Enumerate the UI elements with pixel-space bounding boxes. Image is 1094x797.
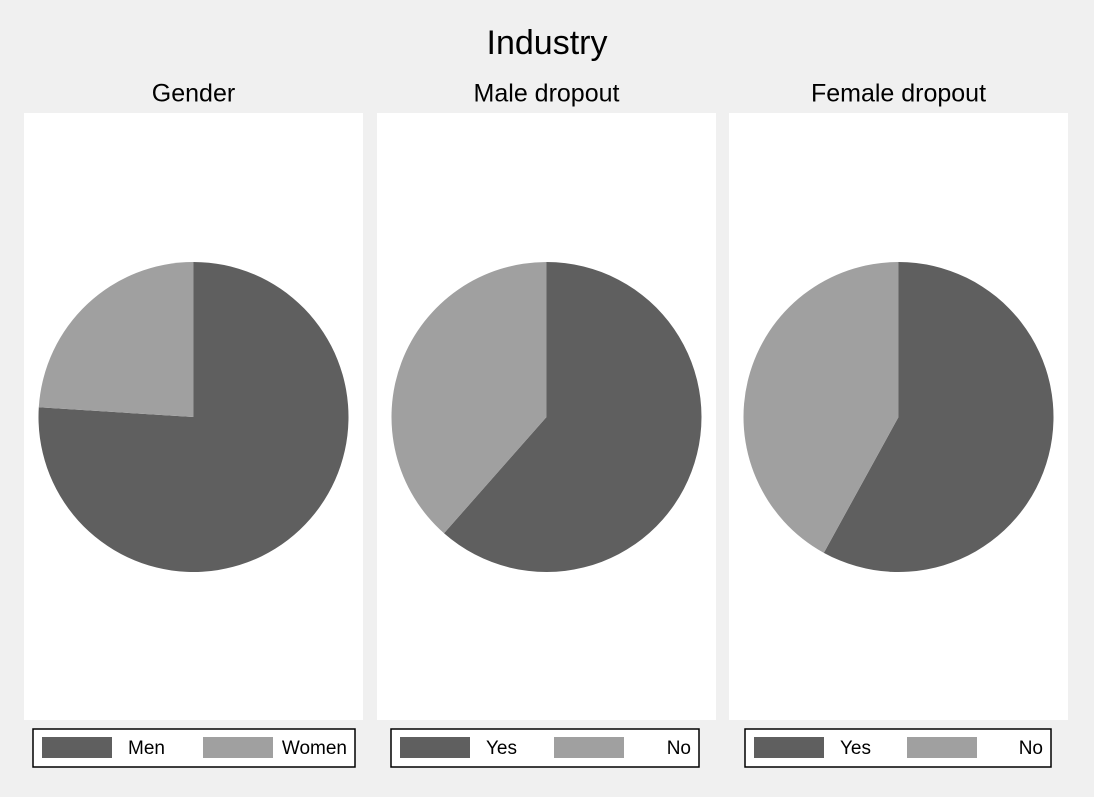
- legend-swatch: [400, 737, 470, 758]
- pie-slice: [391, 262, 547, 534]
- subplot-title: Male dropout: [474, 80, 620, 108]
- legend-label: Yes: [840, 738, 871, 759]
- pie-slice: [743, 262, 899, 553]
- legend-swatch: [203, 737, 273, 758]
- legend-label: No: [1019, 738, 1043, 759]
- legend-swatch: [554, 737, 624, 758]
- legend-label: Men: [128, 738, 165, 759]
- subplot-title: Gender: [152, 80, 235, 108]
- legend-label: Women: [282, 738, 347, 759]
- legend-swatch: [907, 737, 977, 758]
- legend-label: Yes: [486, 738, 517, 759]
- legend-swatch: [42, 737, 112, 758]
- legend-label: No: [667, 738, 691, 759]
- subplot-title: Female dropout: [811, 80, 986, 108]
- pie-slice: [443, 262, 702, 572]
- pie-slice: [38, 262, 349, 572]
- pie-slice: [38, 262, 194, 417]
- pie-slice: [823, 262, 1054, 572]
- legend: [390, 728, 700, 768]
- legend-swatch: [754, 737, 824, 758]
- chart-title: Industry: [487, 24, 608, 62]
